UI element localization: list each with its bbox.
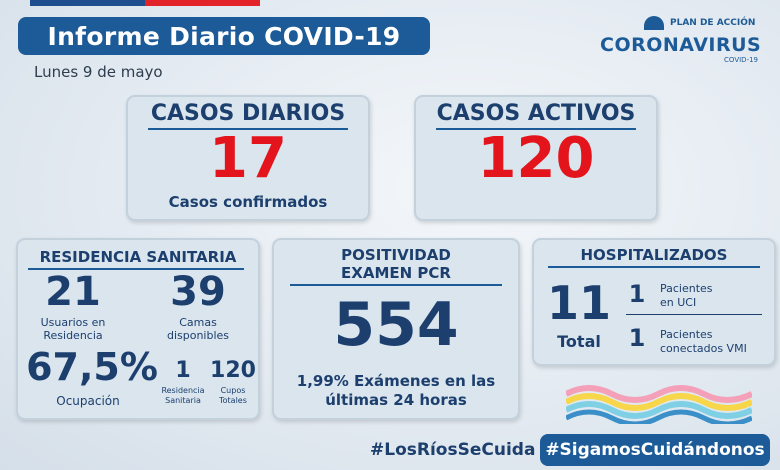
casos-activos-rule — [436, 128, 636, 130]
residencia-rule — [28, 268, 244, 270]
positividad-value: 554 — [333, 290, 459, 360]
camas-value: 39 — [170, 269, 226, 315]
hospitalizados-total-value: 11 — [546, 276, 611, 330]
report-date: Lunes 9 de mayo — [34, 63, 163, 81]
cupos-value: 120 — [210, 358, 256, 383]
globe-icon — [644, 16, 664, 30]
vmi-label-1: Pacientes — [660, 328, 713, 341]
logo-plan-text: PLAN DE ACCIÓN — [670, 18, 756, 28]
residencia-label-2: Sanitaria — [165, 396, 201, 405]
camas-label-1: Camas — [179, 316, 217, 329]
rainbow-waves-graphic — [566, 385, 752, 424]
page-title: Informe Diario COVID-19 — [18, 17, 430, 55]
flag-blue-stripe — [30, 0, 145, 6]
hospitalizados-title: HOSPITALIZADOS — [580, 246, 728, 264]
hospitalizados-card: HOSPITALIZADOS 11 Total 1 Pacientes en U… — [532, 238, 776, 366]
hashtag-sigamos: #SigamosCuidándonos — [540, 434, 770, 466]
hospitalizados-total-label: Total — [557, 332, 601, 351]
cupos-label-1: Cupos — [220, 386, 246, 395]
casos-activos-card: CASOS ACTIVOS 120 — [414, 95, 658, 221]
positividad-rule — [290, 284, 502, 286]
uci-label-2: en UCI — [660, 296, 697, 309]
positividad-caption-1: 1,99% Exámenes en las — [296, 372, 496, 390]
casos-diarios-title: CASOS DIARIOS — [150, 101, 346, 126]
residencia-title: RESIDENCIA SANITARIA — [39, 248, 237, 266]
vmi-label-2: conectados VMI — [660, 342, 747, 355]
casos-diarios-value: 17 — [209, 126, 287, 191]
vmi-value: 1 — [628, 324, 646, 352]
top-flag-bar — [30, 0, 260, 6]
casos-activos-title: CASOS ACTIVOS — [436, 101, 636, 126]
hospitalizados-rule — [548, 266, 760, 268]
uci-label-1: Pacientes — [660, 282, 713, 295]
usuarios-label-1: Usuarios en — [40, 316, 106, 329]
logo-name-text: CORONAVIRUS — [600, 34, 762, 56]
casos-diarios-card: CASOS DIARIOS 17 Casos confirmados — [126, 95, 370, 221]
coronavirus-logo: PLAN DE ACCIÓN CORONAVIRUS COVID-19 — [600, 16, 762, 64]
uci-value: 1 — [628, 280, 646, 308]
residencia-label-1: Residencia — [161, 386, 205, 395]
casos-activos-value: 120 — [477, 126, 595, 191]
cupos-label-2: Totales — [219, 396, 247, 405]
positividad-title-2: EXAMEN PCR — [341, 264, 451, 282]
positividad-card: POSITIVIDAD EXAMEN PCR 554 1,99% Exámene… — [272, 238, 520, 420]
ocupacion-value: 67,5% — [26, 345, 158, 389]
casos-diarios-caption: Casos confirmados — [168, 193, 328, 211]
flag-red-stripe — [145, 0, 260, 6]
residencia-value: 1 — [175, 358, 191, 383]
usuarios-label-2: Residencia — [43, 329, 103, 342]
logo-sub-text: COVID-19 — [724, 56, 758, 64]
usuarios-value: 21 — [45, 269, 101, 315]
positividad-title-1: POSITIVIDAD — [341, 246, 451, 264]
hospitalizados-divider — [626, 314, 762, 315]
residencia-sanitaria-card: RESIDENCIA SANITARIA 21 Usuarios en Resi… — [16, 238, 260, 420]
positividad-caption-2: últimas 24 horas — [325, 391, 467, 409]
ocupacion-label: Ocupación — [56, 394, 120, 408]
camas-label-2: disponibles — [166, 329, 230, 342]
casos-diarios-rule — [148, 128, 348, 130]
hashtag-los-rios: #LosRíosSeCuida — [370, 440, 536, 460]
